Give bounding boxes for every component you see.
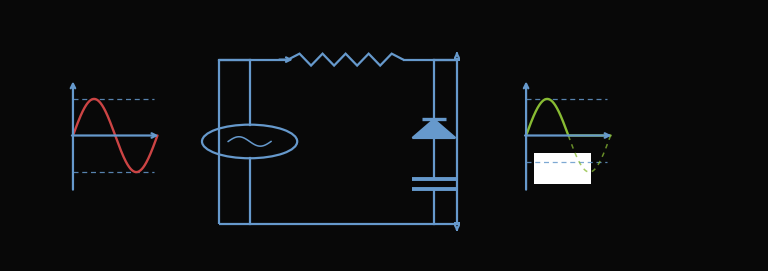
Bar [453,222,461,225]
Bar [534,153,591,184]
Polygon shape [412,120,455,138]
Bar [453,59,461,61]
